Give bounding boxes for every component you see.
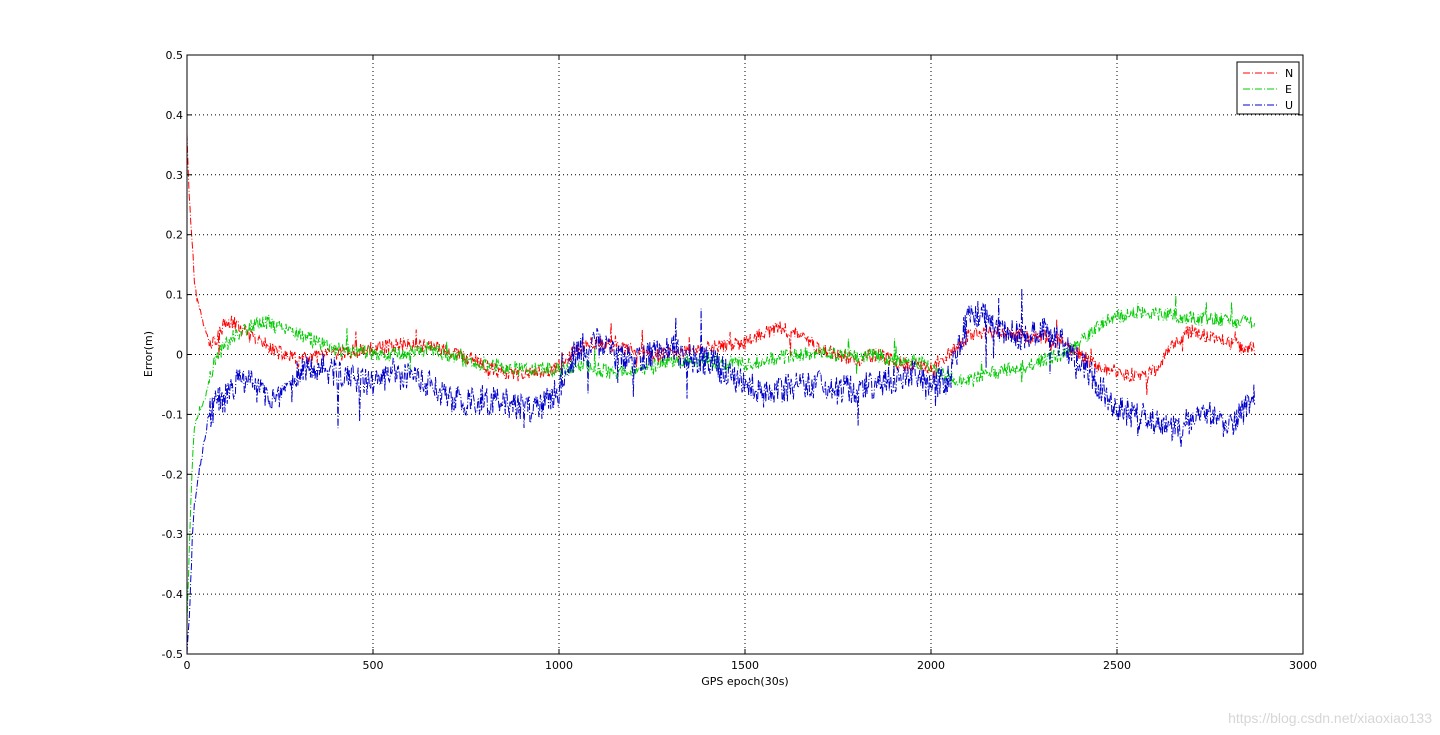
legend-label-U: U	[1285, 99, 1293, 112]
y-tick-label: 0.3	[166, 169, 184, 182]
legend-label-E: E	[1285, 83, 1292, 96]
y-tick-label: 0.4	[166, 109, 184, 122]
y-tick-label: -0.1	[162, 408, 183, 421]
y-tick-label: 0	[176, 349, 183, 362]
x-tick-label: 1500	[731, 659, 759, 672]
x-tick-label: 2500	[1103, 659, 1131, 672]
y-tick-label: 0.1	[166, 289, 184, 302]
x-axis-label: GPS epoch(30s)	[701, 675, 788, 688]
y-tick-label: -0.2	[162, 468, 183, 481]
series-layer	[186, 133, 1256, 655]
x-tick-label: 3000	[1289, 659, 1317, 672]
x-tick-label: 0	[184, 659, 191, 672]
series-line-U	[186, 288, 1256, 655]
x-tick-label: 500	[363, 659, 384, 672]
x-tick-label: 1000	[545, 659, 573, 672]
y-tick-label: -0.3	[162, 528, 183, 541]
x-tick-label: 2000	[917, 659, 945, 672]
y-axis-label: Error(m)	[142, 331, 155, 377]
y-tick-label: 0.5	[166, 49, 184, 62]
series-line-E	[186, 295, 1256, 625]
legend-label-N: N	[1285, 67, 1293, 80]
ticks: 0 500 1000 1500 2000 2500 3000 -0.5 -0.4 -0.3 -0.2…	[162, 49, 1317, 672]
y-tick-label: -0.5	[162, 648, 183, 661]
legend: NEU	[1236, 61, 1300, 115]
y-tick-label: 0.2	[166, 229, 184, 242]
y-tick-label: -0.4	[162, 588, 183, 601]
watermark: https://blog.csdn.net/xiaoxiao133	[1228, 710, 1432, 726]
